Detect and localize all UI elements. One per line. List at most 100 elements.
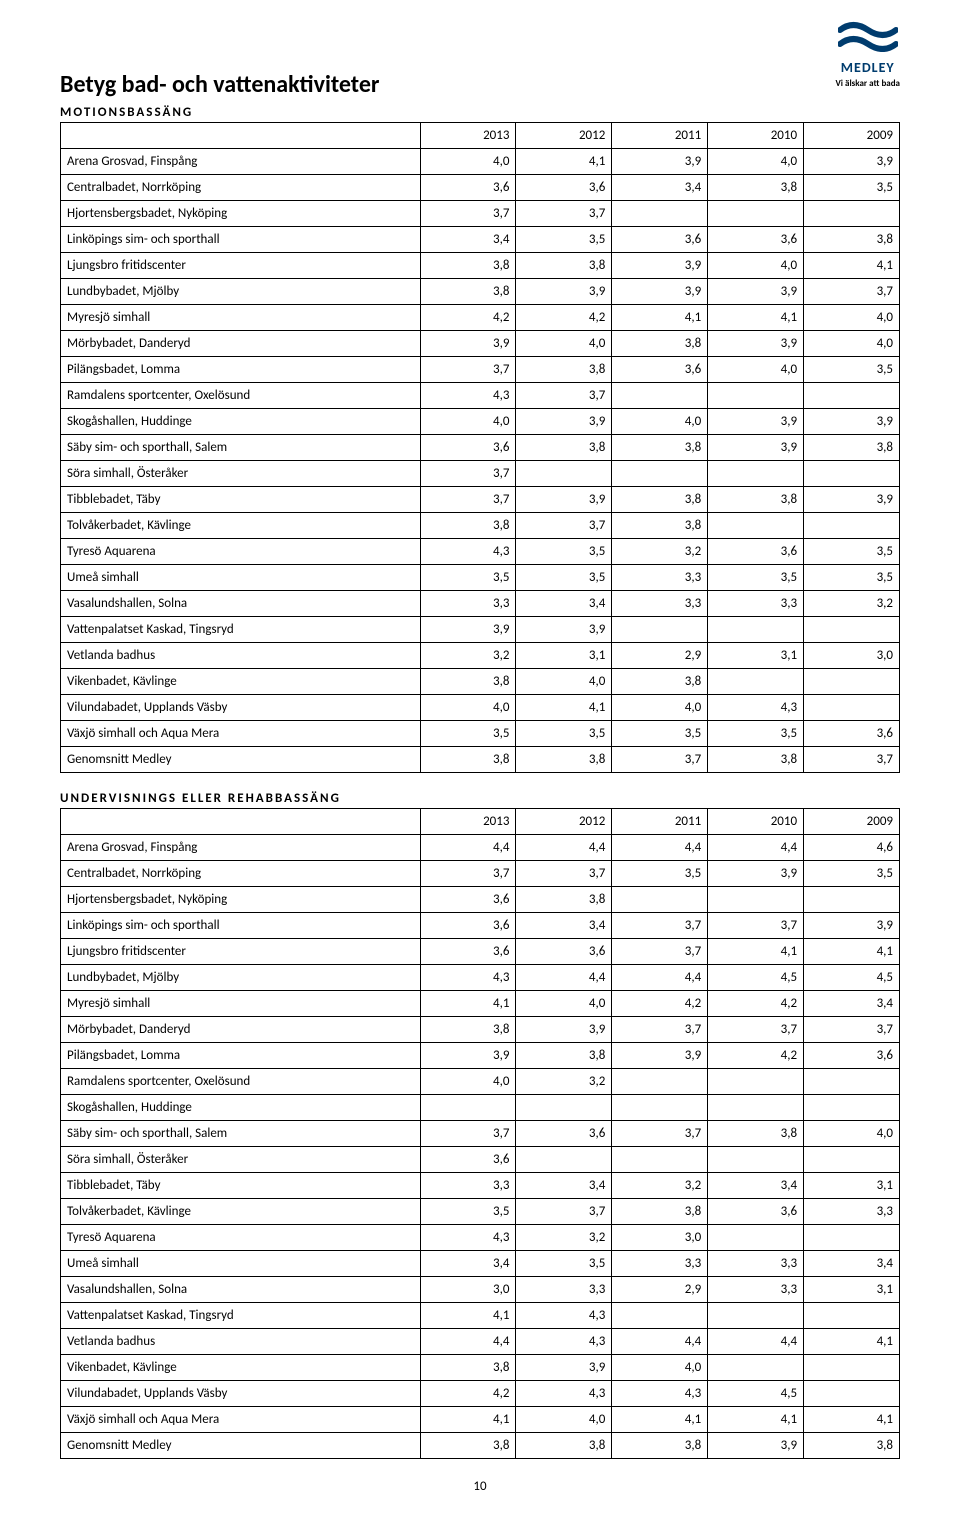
section-label-2: UNDERVISNINGS ELLER REHABBASSÄNG [60, 791, 900, 806]
table-row: Skogåshallen, Huddinge [61, 1095, 900, 1121]
table-row: Säby sim- och sporthall, Salem3,73,63,73… [61, 1121, 900, 1147]
cell-value: 3,1 [516, 643, 612, 669]
cell-value: 4,1 [420, 991, 516, 1017]
row-label: Tolvåkerbadet, Kävlinge [61, 1199, 421, 1225]
cell-value: 3,0 [420, 1277, 516, 1303]
table-row: Skogåshallen, Huddinge4,03,94,03,93,9 [61, 409, 900, 435]
row-label: Tibblebadet, Täby [61, 487, 421, 513]
cell-value: 3,8 [420, 1017, 516, 1043]
cell-value: 3,3 [708, 1277, 804, 1303]
table-row: Ljungsbro fritidscenter3,83,83,94,04,1 [61, 253, 900, 279]
row-label: Tyresö Aquarena [61, 539, 421, 565]
cell-value: 4,1 [420, 1303, 516, 1329]
table-row: Myresjö simhall4,14,04,24,23,4 [61, 991, 900, 1017]
cell-value: 3,3 [804, 1199, 900, 1225]
cell-value [804, 1381, 900, 1407]
table-row: Centralbadet, Norrköping3,73,73,53,93,5 [61, 861, 900, 887]
cell-value: 4,0 [612, 409, 708, 435]
cell-value: 4,3 [516, 1329, 612, 1355]
cell-value [804, 887, 900, 913]
row-label: Umeå simhall [61, 1251, 421, 1277]
cell-value [708, 383, 804, 409]
cell-value: 3,2 [516, 1069, 612, 1095]
cell-value: 3,7 [516, 513, 612, 539]
cell-value: 4,1 [804, 1407, 900, 1433]
cell-value [804, 1147, 900, 1173]
table-row: Vilundabadet, Upplands Väsby4,04,14,04,3 [61, 695, 900, 721]
page-number: 10 [60, 1479, 900, 1494]
cell-value: 3,1 [708, 643, 804, 669]
cell-value: 4,1 [708, 305, 804, 331]
column-header: 2013 [420, 809, 516, 835]
cell-value [612, 1095, 708, 1121]
cell-value: 3,8 [708, 747, 804, 773]
cell-value: 4,3 [420, 539, 516, 565]
wave-icon [838, 20, 898, 52]
column-header [61, 809, 421, 835]
row-label: Centralbadet, Norrköping [61, 861, 421, 887]
table-row: Umeå simhall3,43,53,33,33,4 [61, 1251, 900, 1277]
cell-value: 3,5 [612, 721, 708, 747]
cell-value: 4,1 [420, 1407, 516, 1433]
cell-value [804, 1355, 900, 1381]
row-label: Lundbybadet, Mjölby [61, 279, 421, 305]
cell-value: 4,4 [420, 1329, 516, 1355]
cell-value: 4,0 [708, 149, 804, 175]
row-label: Vilundabadet, Upplands Väsby [61, 695, 421, 721]
table-row: Ljungsbro fritidscenter3,63,63,74,14,1 [61, 939, 900, 965]
cell-value: 3,5 [516, 565, 612, 591]
cell-value: 4,4 [420, 835, 516, 861]
table-row: Ramdalens sportcenter, Oxelösund4,33,7 [61, 383, 900, 409]
cell-value: 3,6 [420, 913, 516, 939]
cell-value: 3,9 [516, 487, 612, 513]
cell-value: 3,9 [804, 487, 900, 513]
cell-value: 3,9 [612, 279, 708, 305]
cell-value [612, 383, 708, 409]
cell-value: 3,6 [708, 1199, 804, 1225]
cell-value: 3,5 [420, 1199, 516, 1225]
cell-value: 3,2 [420, 643, 516, 669]
cell-value: 3,4 [516, 913, 612, 939]
table-row: Linköpings sim- och sporthall3,43,53,63,… [61, 227, 900, 253]
column-header: 2013 [420, 123, 516, 149]
cell-value: 4,0 [420, 695, 516, 721]
cell-value [804, 1069, 900, 1095]
column-header: 2012 [516, 809, 612, 835]
cell-value: 3,1 [804, 1277, 900, 1303]
cell-value: 3,2 [612, 1173, 708, 1199]
table-row: Centralbadet, Norrköping3,63,63,43,83,5 [61, 175, 900, 201]
column-header: 2011 [612, 809, 708, 835]
cell-value: 3,5 [804, 861, 900, 887]
cell-value: 3,7 [612, 1121, 708, 1147]
column-header: 2009 [804, 123, 900, 149]
cell-value: 4,1 [516, 149, 612, 175]
column-header: 2011 [612, 123, 708, 149]
cell-value: 4,3 [516, 1303, 612, 1329]
cell-value [708, 1095, 804, 1121]
cell-value [612, 617, 708, 643]
row-label: Ljungsbro fritidscenter [61, 253, 421, 279]
row-label: Vetlanda badhus [61, 1329, 421, 1355]
cell-value: 3,8 [612, 513, 708, 539]
table-row: Umeå simhall3,53,53,33,53,5 [61, 565, 900, 591]
cell-value: 3,6 [420, 175, 516, 201]
cell-value: 3,7 [708, 1017, 804, 1043]
table-row: Arena Grosvad, Finspång4,04,13,94,03,9 [61, 149, 900, 175]
table-row: Lundbybadet, Mjölby3,83,93,93,93,7 [61, 279, 900, 305]
cell-value [708, 887, 804, 913]
cell-value: 3,7 [516, 201, 612, 227]
cell-value: 4,5 [804, 965, 900, 991]
cell-value [516, 461, 612, 487]
cell-value: 3,9 [804, 409, 900, 435]
table-row: Hjortensbergsbadet, Nyköping3,73,7 [61, 201, 900, 227]
table-row: Myresjö simhall4,24,24,14,14,0 [61, 305, 900, 331]
cell-value: 3,7 [420, 861, 516, 887]
cell-value: 3,8 [420, 747, 516, 773]
cell-value [804, 1303, 900, 1329]
table-row: Söra simhall, Österåker3,7 [61, 461, 900, 487]
cell-value: 4,4 [516, 835, 612, 861]
section-label-1: MOTIONSBASSÄNG [60, 105, 900, 120]
cell-value: 4,1 [516, 695, 612, 721]
cell-value [612, 887, 708, 913]
row-label: Säby sim- och sporthall, Salem [61, 1121, 421, 1147]
